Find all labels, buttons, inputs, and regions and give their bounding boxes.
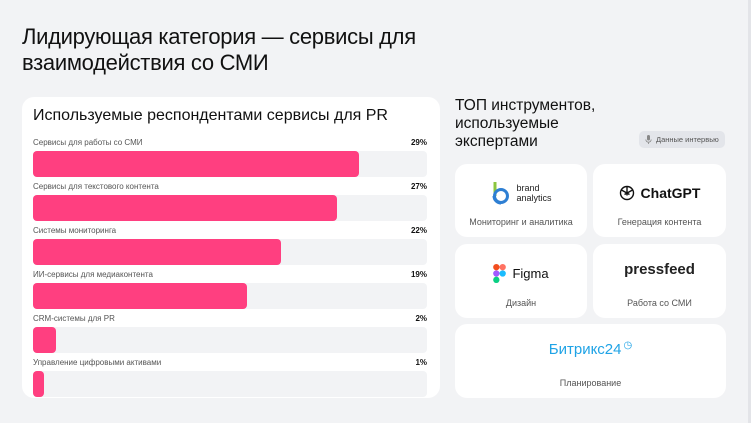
bar-label: Сервисы для текстового контента bbox=[33, 182, 159, 191]
tool-card-pressfeed: pressfeed Работа со СМИ bbox=[593, 244, 726, 318]
bar-value-label: 2% bbox=[415, 314, 427, 323]
pr-services-chart-card: Используемые респондентами сервисы для P… bbox=[22, 97, 440, 398]
bar-row: Системы мониторинга 22% bbox=[33, 226, 427, 265]
bar-label: Сервисы для работы со СМИ bbox=[33, 138, 143, 147]
pressfeed-logo: pressfeed bbox=[624, 260, 695, 278]
bar-row: Сервисы для текстового контента 27% bbox=[33, 182, 427, 221]
bar-value-label: 1% bbox=[415, 358, 427, 367]
bar-row: ИИ-сервисы для медиаконтента 19% bbox=[33, 270, 427, 309]
interview-data-badge: Данные интервью bbox=[639, 131, 725, 148]
bar-row: Сервисы для работы со СМИ 29% bbox=[33, 138, 427, 177]
bar-value-label: 29% bbox=[410, 138, 427, 147]
bar bbox=[33, 239, 281, 265]
tool-card-figma: Figma Дизайн bbox=[455, 244, 587, 318]
bar-track bbox=[33, 283, 427, 309]
bar-track bbox=[33, 239, 427, 265]
right-edge bbox=[748, 0, 751, 423]
bar-value-label: 19% bbox=[410, 270, 427, 279]
bar-label: ИИ-сервисы для медиаконтента bbox=[33, 270, 153, 279]
tool-caption: Дизайн bbox=[505, 298, 537, 308]
badge-label: Данные интервью bbox=[656, 135, 719, 144]
bar bbox=[33, 283, 247, 309]
tool-card-brand-analytics: brand analytics Мониторинг и аналитика bbox=[455, 164, 587, 237]
tool-card-bitrix24: Битрикс24 ◷ Планирование bbox=[455, 324, 726, 398]
tools-title: ТОП инструментов, используемые экспертам… bbox=[455, 97, 596, 150]
tool-caption: Мониторинг и аналитика bbox=[469, 217, 573, 227]
chart-title: Используемые респондентами сервисы для P… bbox=[33, 107, 388, 124]
bar-track bbox=[33, 195, 427, 221]
tool-caption: Генерация контента bbox=[617, 217, 702, 227]
bar bbox=[33, 195, 337, 221]
bar-label: Системы мониторинга bbox=[33, 226, 117, 235]
bar-track bbox=[33, 151, 427, 177]
bar-row: Управление цифровыми активами 1% bbox=[33, 358, 427, 397]
chatgpt-logo: ChatGPT bbox=[593, 178, 726, 208]
tool-caption: Работа со СМИ bbox=[627, 298, 692, 308]
bar bbox=[33, 151, 360, 177]
brand-analytics-logo: brand analytics bbox=[455, 178, 587, 208]
bar-label: CRM-системы для PR bbox=[33, 314, 115, 323]
figma-logo: Figma bbox=[455, 258, 587, 288]
bar-label: Управление цифровыми активами bbox=[33, 358, 162, 367]
openai-icon bbox=[619, 185, 634, 201]
figma-icon bbox=[493, 263, 507, 283]
tool-caption: Планирование bbox=[559, 378, 622, 388]
microphone-icon bbox=[645, 135, 652, 144]
bar-row: CRM-системы для PR 2% bbox=[33, 314, 427, 353]
tool-card-chatgpt: ChatGPT Генерация контента bbox=[593, 164, 726, 237]
bar-track bbox=[33, 371, 427, 397]
bitrix24-logo: Битрикс24 ◷ bbox=[548, 340, 633, 358]
bar-value-label: 22% bbox=[410, 226, 427, 235]
bar bbox=[33, 327, 56, 353]
page-title: Лидирующая категория — сервисы для взаим… bbox=[22, 24, 416, 75]
bar-track bbox=[33, 327, 427, 353]
bar bbox=[33, 371, 45, 397]
bar-value-label: 27% bbox=[410, 182, 427, 191]
